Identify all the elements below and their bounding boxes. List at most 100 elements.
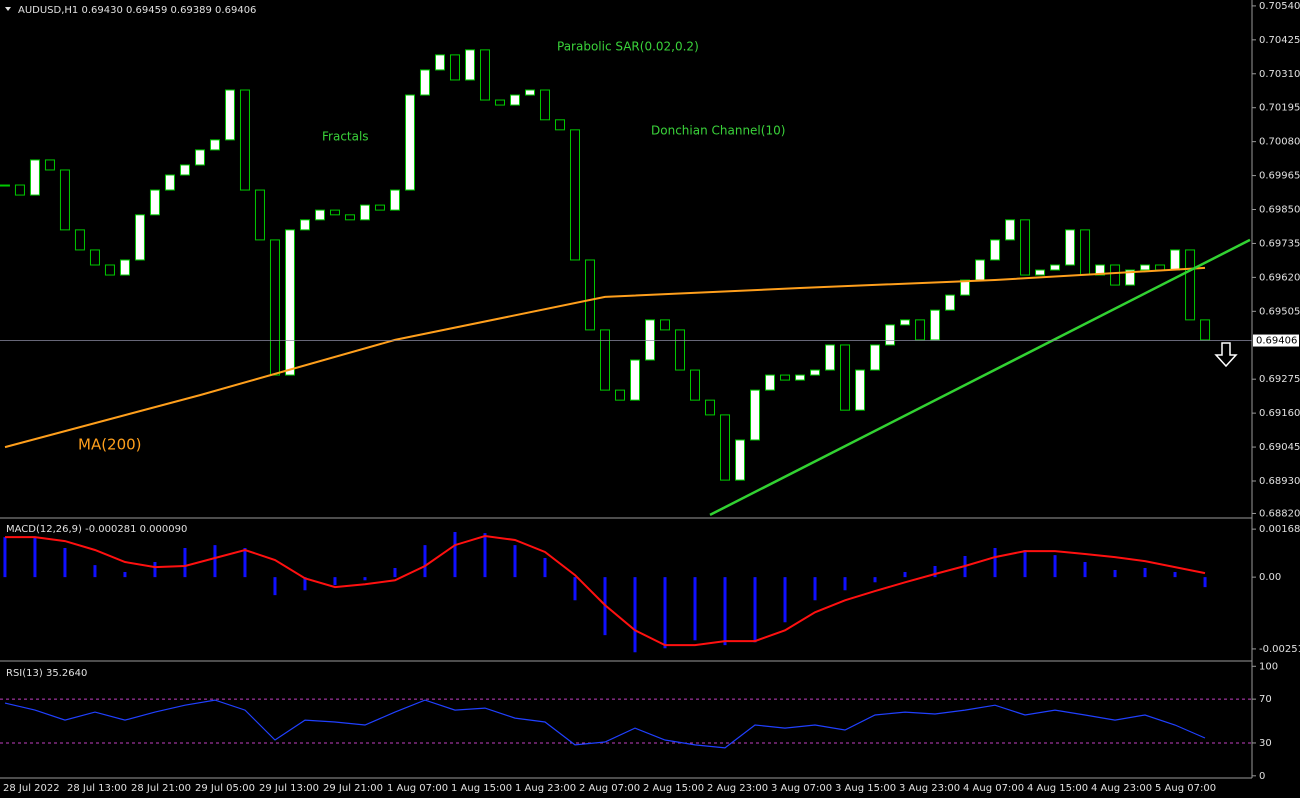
candle <box>1155 264 1166 271</box>
macd-title: MACD(12,26,9) -0.000281 0.000090 <box>6 524 187 535</box>
macd-bar <box>693 577 697 641</box>
macd-bar <box>393 568 397 578</box>
macd-bar <box>723 577 727 646</box>
macd-bar <box>63 548 67 578</box>
macd-bar <box>633 577 637 653</box>
candle <box>690 369 701 401</box>
signal-line <box>5 534 1206 647</box>
candle <box>179 164 190 176</box>
candle <box>434 54 445 71</box>
macd-bar <box>1083 562 1087 578</box>
macd-bar <box>303 577 307 591</box>
y-tick-label: 70 <box>1259 694 1272 705</box>
y-tick-label: 0.68930 <box>1259 476 1300 487</box>
down-arrow-icon <box>1214 342 1238 368</box>
candle <box>404 94 415 191</box>
candle <box>584 259 595 331</box>
candle <box>660 319 671 331</box>
candle <box>569 129 580 261</box>
x-tick-label: 5 Aug 07:00 <box>1155 783 1216 794</box>
macd-bar <box>183 548 187 578</box>
macd-bar <box>573 577 577 601</box>
candle <box>720 414 731 481</box>
x-tick-label: 2 Aug 07:00 <box>579 783 640 794</box>
candle <box>104 264 115 276</box>
candle <box>254 189 265 241</box>
macd-bar <box>213 545 217 578</box>
candle <box>209 139 220 151</box>
indicator-label: Fractals <box>322 130 369 144</box>
candle <box>329 209 340 216</box>
moving-average <box>4 266 1206 449</box>
candle <box>614 389 625 401</box>
candle <box>59 169 70 231</box>
macd-bar <box>1203 577 1207 588</box>
ma-label: MA(200) <box>78 436 142 454</box>
macd-bar <box>903 572 907 578</box>
macd-bar <box>753 577 757 643</box>
candle <box>1170 249 1181 271</box>
macd-bar <box>153 562 157 578</box>
candle <box>599 329 610 391</box>
macd-bar <box>873 577 877 583</box>
candle <box>524 89 535 96</box>
current-price-label: 0.69406 <box>1256 336 1297 347</box>
chart-title: AUDUSD,H1 0.69430 0.69459 0.69389 0.6940… <box>18 5 256 16</box>
candle <box>0 184 10 187</box>
candle <box>74 229 85 251</box>
x-tick-label: 29 Jul 21:00 <box>323 783 383 794</box>
candle <box>1200 319 1211 341</box>
candle <box>479 49 490 101</box>
candle <box>675 329 686 371</box>
y-tick-label: 0.70425 <box>1259 35 1300 46</box>
candle <box>14 184 25 196</box>
candle <box>795 374 806 381</box>
x-tick-label: 1 Aug 15:00 <box>451 783 512 794</box>
candle <box>284 229 295 376</box>
candle <box>1110 264 1121 286</box>
candle <box>1020 219 1031 276</box>
candle <box>990 239 1001 261</box>
candle <box>900 319 911 326</box>
x-tick-label: 3 Aug 23:00 <box>899 783 960 794</box>
candle <box>735 439 746 481</box>
candle <box>1140 264 1151 271</box>
x-tick-label: 29 Jul 05:00 <box>195 783 255 794</box>
candle <box>419 69 430 96</box>
macd-bar <box>243 548 247 578</box>
candle <box>870 344 881 371</box>
candle <box>1125 269 1136 286</box>
macd-bar <box>813 577 817 601</box>
candle <box>389 189 400 211</box>
candle <box>1065 229 1076 266</box>
x-tick-label: 2 Aug 23:00 <box>707 783 768 794</box>
candle <box>494 99 505 106</box>
macd-bar <box>423 545 427 578</box>
candle <box>164 174 175 191</box>
macd-bar <box>273 577 277 596</box>
candle <box>645 319 656 361</box>
candle <box>780 374 791 381</box>
candle <box>224 89 235 141</box>
candle <box>134 214 145 261</box>
candle <box>119 259 130 276</box>
candle <box>359 204 370 221</box>
macd-bar <box>453 532 457 578</box>
candle <box>1005 219 1016 241</box>
y-tick-label: 100 <box>1259 661 1278 672</box>
candle <box>765 374 776 391</box>
y-tick-label: 0.00168 <box>1259 524 1300 535</box>
macd-bar <box>843 577 847 591</box>
candle <box>29 159 40 196</box>
candle <box>840 344 851 411</box>
candle <box>194 149 205 166</box>
y-tick-label: 0.69850 <box>1259 205 1300 216</box>
current-price-box <box>1253 334 1299 347</box>
candle <box>44 159 55 171</box>
rsi-title: RSI(13) 35.2640 <box>6 668 87 679</box>
macd-bar <box>123 572 127 578</box>
macd-bar <box>783 577 787 623</box>
y-tick-label: 0.68820 <box>1259 508 1300 519</box>
